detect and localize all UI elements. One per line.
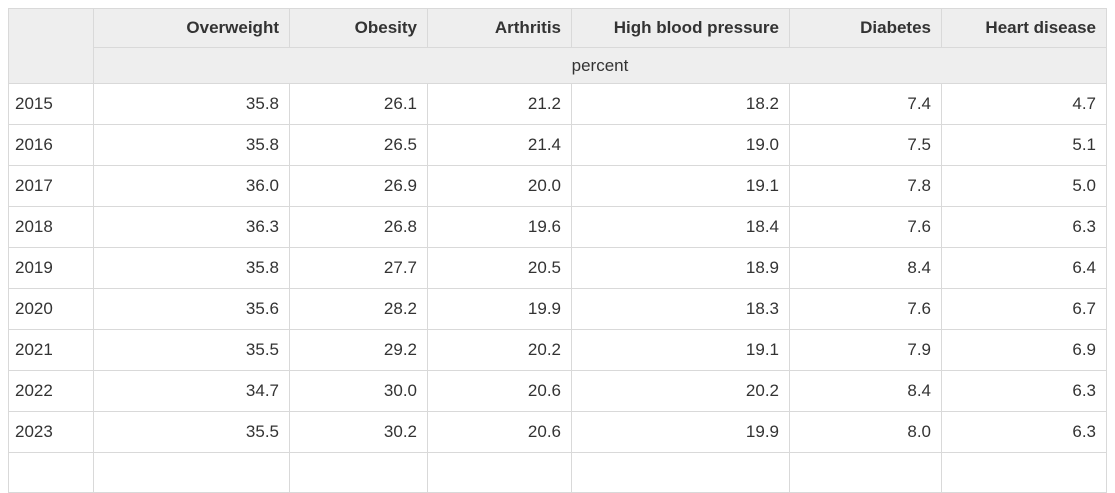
row-header-year: 2019 <box>8 247 94 289</box>
partial-row-cell <box>289 452 428 493</box>
table-cell: 18.4 <box>571 206 790 248</box>
table-cell: 6.4 <box>941 247 1107 289</box>
table-cell: 36.0 <box>93 165 290 207</box>
table-row: 2021 35.5 29.2 20.2 19.1 7.9 6.9 <box>8 329 1107 371</box>
table-cell: 20.5 <box>427 247 572 289</box>
table-cell: 7.4 <box>789 83 942 125</box>
table-row: 2019 35.8 27.7 20.5 18.9 8.4 6.4 <box>8 247 1107 289</box>
table-cell: 35.8 <box>93 247 290 289</box>
table-cell: 21.2 <box>427 83 572 125</box>
table-cell: 35.8 <box>93 83 290 125</box>
column-header-diabetes: Diabetes <box>789 8 942 48</box>
partial-row-cell <box>571 452 790 493</box>
table-row: 2023 35.5 30.2 20.6 19.9 8.0 6.3 <box>8 411 1107 453</box>
table-cell: 7.6 <box>789 206 942 248</box>
table-cell: 19.9 <box>427 288 572 330</box>
table-cell: 20.2 <box>427 329 572 371</box>
row-header-year: 2017 <box>8 165 94 207</box>
table-cell: 6.9 <box>941 329 1107 371</box>
table-cell: 35.5 <box>93 411 290 453</box>
row-header-year: 2016 <box>8 124 94 166</box>
table-cell: 36.3 <box>93 206 290 248</box>
table-cell: 8.4 <box>789 247 942 289</box>
table-cell: 26.1 <box>289 83 428 125</box>
table-cell: 20.6 <box>427 411 572 453</box>
health-statistics-table: Overweight Obesity Arthritis High blood … <box>8 8 1107 493</box>
table-cell: 35.8 <box>93 124 290 166</box>
table-row: 2020 35.6 28.2 19.9 18.3 7.6 6.7 <box>8 288 1107 330</box>
table-cell: 27.7 <box>289 247 428 289</box>
partial-row-cell <box>93 452 290 493</box>
unit-label: percent <box>93 47 1107 84</box>
corner-cell <box>8 8 94 84</box>
column-header-obesity: Obesity <box>289 8 428 48</box>
partial-row-cell <box>941 452 1107 493</box>
table-cell: 18.9 <box>571 247 790 289</box>
row-header-year: 2018 <box>8 206 94 248</box>
partial-row-cell <box>427 452 572 493</box>
partial-row-cell <box>8 452 94 493</box>
table-cell: 29.2 <box>289 329 428 371</box>
table-cell: 8.0 <box>789 411 942 453</box>
table-cell: 5.0 <box>941 165 1107 207</box>
table-cell: 19.6 <box>427 206 572 248</box>
table-cell: 26.8 <box>289 206 428 248</box>
table-cell: 35.5 <box>93 329 290 371</box>
table-cell: 7.6 <box>789 288 942 330</box>
table-row: 2017 36.0 26.9 20.0 19.1 7.8 5.0 <box>8 165 1107 207</box>
table-cell: 7.9 <box>789 329 942 371</box>
row-header-year: 2023 <box>8 411 94 453</box>
table-cell: 18.3 <box>571 288 790 330</box>
table-cell: 6.3 <box>941 206 1107 248</box>
table-cell: 35.6 <box>93 288 290 330</box>
table-row: 2015 35.8 26.1 21.2 18.2 7.4 4.7 <box>8 83 1107 125</box>
column-header-overweight: Overweight <box>93 8 290 48</box>
table-cell: 4.7 <box>941 83 1107 125</box>
column-header-row: Overweight Obesity Arthritis High blood … <box>8 8 1107 84</box>
row-header-year: 2015 <box>8 83 94 125</box>
table-cell: 26.9 <box>289 165 428 207</box>
row-header-year: 2021 <box>8 329 94 371</box>
partial-row-clipped <box>8 452 1107 493</box>
column-header-arthritis: Arthritis <box>427 8 572 48</box>
statistics-table-container: Overweight Obesity Arthritis High blood … <box>8 8 1107 493</box>
column-header-heart-disease: Heart disease <box>941 8 1107 48</box>
table-cell: 20.0 <box>427 165 572 207</box>
table-cell: 21.4 <box>427 124 572 166</box>
partial-row-cell <box>789 452 942 493</box>
table-cell: 5.1 <box>941 124 1107 166</box>
table-cell: 18.2 <box>571 83 790 125</box>
table-cell: 8.4 <box>789 370 942 412</box>
table-cell: 19.0 <box>571 124 790 166</box>
table-body: 2015 35.8 26.1 21.2 18.2 7.4 4.7 2016 35… <box>8 83 1107 493</box>
table-row: 2016 35.8 26.5 21.4 19.0 7.5 5.1 <box>8 124 1107 166</box>
row-header-year: 2022 <box>8 370 94 412</box>
row-header-year: 2020 <box>8 288 94 330</box>
table-cell: 20.2 <box>571 370 790 412</box>
table-cell: 26.5 <box>289 124 428 166</box>
table-cell: 7.5 <box>789 124 942 166</box>
table-cell: 34.7 <box>93 370 290 412</box>
table-header: Overweight Obesity Arthritis High blood … <box>8 8 1107 84</box>
column-header-high-blood-pressure: High blood pressure <box>571 8 790 48</box>
table-row: 2022 34.7 30.0 20.6 20.2 8.4 6.3 <box>8 370 1107 412</box>
table-cell: 7.8 <box>789 165 942 207</box>
unit-row: percent <box>9 47 1107 84</box>
table-cell: 30.0 <box>289 370 428 412</box>
table-cell: 19.9 <box>571 411 790 453</box>
table-cell: 30.2 <box>289 411 428 453</box>
table-cell: 6.3 <box>941 370 1107 412</box>
table-cell: 6.7 <box>941 288 1107 330</box>
table-cell: 28.2 <box>289 288 428 330</box>
table-cell: 20.6 <box>427 370 572 412</box>
table-cell: 19.1 <box>571 165 790 207</box>
table-cell: 6.3 <box>941 411 1107 453</box>
table-row: 2018 36.3 26.8 19.6 18.4 7.6 6.3 <box>8 206 1107 248</box>
table-cell: 19.1 <box>571 329 790 371</box>
